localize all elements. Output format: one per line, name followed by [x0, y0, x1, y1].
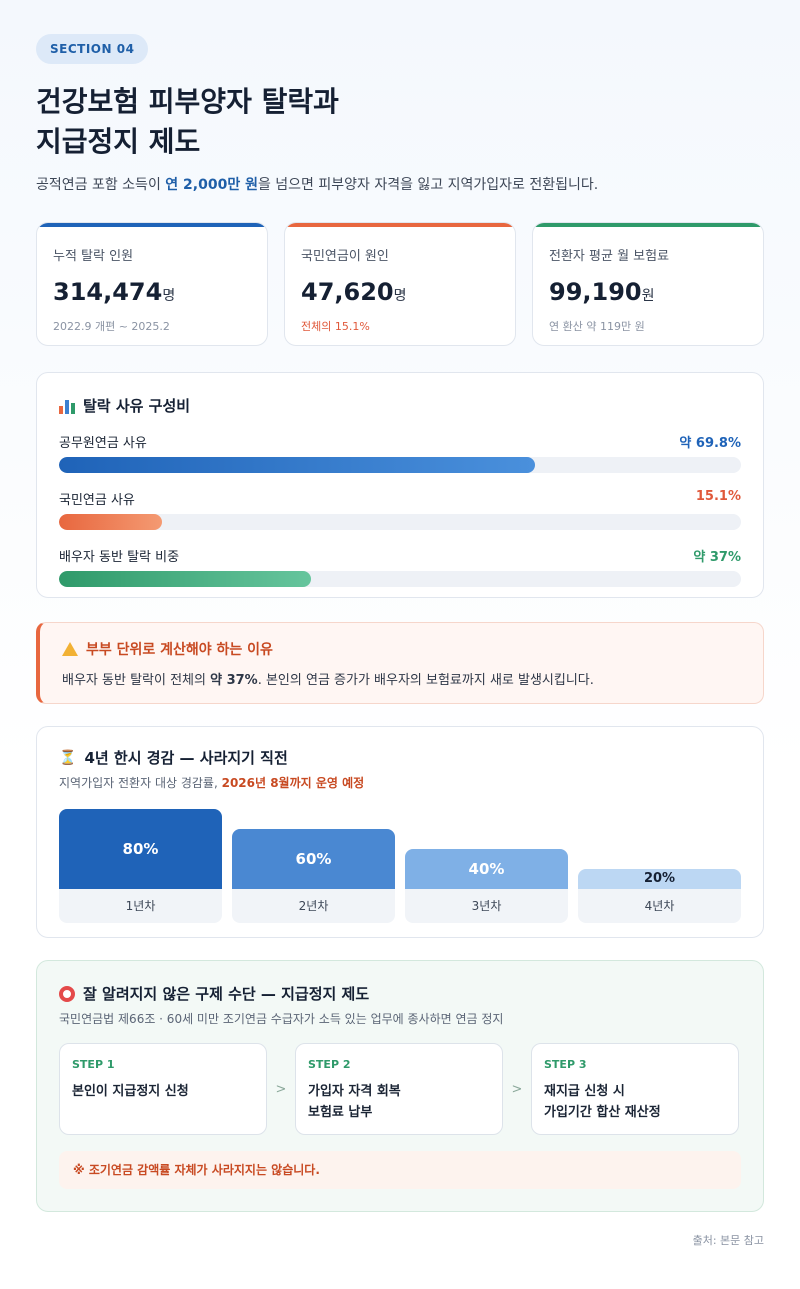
relief-subtitle: 국민연금법 제66조 · 60세 미만 조기연금 수급자가 소득 있는 업무에 …	[59, 1012, 504, 1026]
reason-track	[59, 514, 741, 530]
stat-number: 314,474	[53, 278, 163, 306]
chevron-right-icon: >	[275, 1081, 287, 1097]
source-note: 출처: 본문 참고	[692, 1234, 764, 1247]
stat-label: 누적 탈락 인원	[53, 249, 134, 264]
reason-label: 국민연금 사유	[59, 493, 135, 508]
stat-unit: 명	[162, 288, 176, 304]
discount-card: ⏳ 4년 한시 경감 — 사라지기 직전 지역가입자 전환자 대상 경감률, 2…	[36, 726, 764, 938]
warning-highlight: 약 37%	[210, 673, 258, 688]
stat-value: 314,474명	[53, 278, 251, 306]
bar-chart-icon	[59, 398, 75, 414]
page-title: 건강보험 피부양자 탈락과 지급정지 제도	[36, 82, 764, 162]
page: SECTION 04 건강보험 피부양자 탈락과 지급정지 제도 공적연금 포함…	[36, 34, 764, 1248]
subtitle-highlight: 연 2,000만 원	[165, 177, 258, 193]
reason-percent: 약 37%	[693, 550, 741, 565]
reason-row: 배우자 동반 탈락 비중 약 37%	[59, 546, 741, 587]
warning-box: 부부 단위로 계산해야 하는 이유 배우자 동반 탈락이 전체의 약 37%. …	[36, 622, 764, 704]
title-line-1: 건강보험 피부양자 탈락과	[36, 85, 339, 118]
step-card-3: STEP 3 재지급 신청 시 가입기간 합산 재산정	[531, 1043, 739, 1135]
reasons-card: 탈락 사유 구성비 공무원연금 사유 약 69.8% 국민연금 사유 15.1% 배…	[36, 372, 764, 598]
stat-unit: 원	[641, 288, 655, 304]
reason-percent: 약 69.8%	[679, 436, 741, 451]
reason-fill	[59, 571, 312, 587]
warning-text: 배우자 동반 탈락이 전체의 약 37%. 본인의 연금 증가가 배우자의 보험…	[62, 669, 741, 688]
section-badge: SECTION 04	[36, 34, 149, 64]
discount-bar: 80%	[59, 809, 222, 889]
lifebuoy-icon	[59, 985, 75, 1002]
subtitle-text: 공적연금 포함 소득이	[36, 177, 166, 193]
reason-bars: 공무원연금 사유 약 69.8% 국민연금 사유 15.1% 배우자 동반 탈락 비…	[59, 432, 741, 587]
reason-row: 공무원연금 사유 약 69.8%	[59, 432, 741, 473]
reason-fill	[59, 514, 162, 530]
step-card-2: STEP 2 가입자 자격 회복 보험료 납부	[295, 1043, 503, 1135]
stat-unit: 명	[393, 288, 407, 304]
stat-value: 99,190원	[549, 278, 747, 306]
relief-title: 잘 알려지지 않은 구제 수단 — 지급정지 제도	[59, 983, 741, 1004]
stat-number: 47,620	[301, 278, 394, 306]
step-text: 가입자 자격 회복 보험료 납부	[308, 1084, 401, 1120]
relief-note: ※ 조기연금 감액률 자체가 사라지지는 않습니다.	[59, 1151, 741, 1189]
relief-card: 잘 알려지지 않은 구제 수단 — 지급정지 제도 국민연금법 제66조 · 6…	[36, 960, 764, 1212]
discount-bar-column: 60% 2년차	[232, 829, 395, 923]
stat-card-premium: 전환자 평균 월 보험료 99,190원 연 환산 약 119만 원	[532, 222, 764, 346]
chevron-right-icon: >	[511, 1081, 523, 1097]
warning-text-start: 배우자 동반 탈락이 전체의	[62, 673, 211, 688]
discount-bar-column: 80% 1년차	[59, 809, 222, 923]
stat-note: 전체의 15.1%	[301, 320, 370, 333]
step-number: STEP 2	[308, 1058, 351, 1071]
reason-label: 배우자 동반 탈락 비중	[59, 550, 180, 565]
stat-number: 99,190	[549, 278, 642, 306]
step-number: STEP 3	[544, 1058, 587, 1071]
discount-bar-column: 40% 3년차	[405, 849, 568, 923]
page-subtitle: 공적연금 포함 소득이 연 2,000만 원을 넘으면 피부양자 자격을 잃고 …	[36, 174, 764, 194]
discount-subtitle: 지역가입자 전환자 대상 경감률, 2026년 8월까지 운영 예정	[59, 774, 741, 791]
stat-card-pension: 국민연금이 원인 47,620명 전체의 15.1%	[284, 222, 516, 346]
reason-percent: 15.1%	[695, 489, 741, 504]
step-card-1: STEP 1 본인이 지급정지 신청	[59, 1043, 267, 1135]
discount-title-text: 4년 한시 경감 — 사라지기 직전	[84, 749, 288, 767]
warning-title: 부부 단위로 계산해야 하는 이유	[62, 639, 741, 659]
stat-note: 연 환산 약 119만 원	[549, 320, 645, 333]
discount-bar: 60%	[232, 829, 395, 889]
discount-bar-label: 2년차	[232, 889, 395, 923]
reason-row: 국민연금 사유 15.1%	[59, 489, 741, 530]
discount-bar-label: 3년차	[405, 889, 568, 923]
step-text: 본인이 지급정지 신청	[72, 1084, 189, 1099]
relief-steps: STEP 1 본인이 지급정지 신청 > STEP 2 가입자 자격 회복 보험…	[59, 1043, 741, 1135]
stat-value: 47,620명	[301, 278, 499, 306]
step-number: STEP 1	[72, 1058, 115, 1071]
reason-fill	[59, 457, 536, 473]
discount-chart: 80% 1년차 60% 2년차 40% 3년차 20% 4년차	[59, 809, 741, 923]
stat-cards: 누적 탈락 인원 314,474명 2022.9 개편 ~ 2025.2 국민연…	[36, 222, 764, 346]
reasons-title-text: 탈락 사유 구성비	[83, 397, 191, 415]
stat-card-total: 누적 탈락 인원 314,474명 2022.9 개편 ~ 2025.2	[36, 222, 268, 346]
stat-label: 국민연금이 원인	[301, 249, 389, 264]
reason-track	[59, 571, 741, 587]
subtitle-text-end: 을 넘으면 피부양자 자격을 잃고 지역가입자로 전환됩니다.	[257, 177, 599, 193]
warning-text-end: . 본인의 연금 증가가 배우자의 보험료까지 새로 발생시킵니다.	[257, 673, 594, 688]
warning-icon	[62, 642, 78, 656]
discount-bar: 20%	[578, 869, 741, 889]
reasons-title: 탈락 사유 구성비	[59, 395, 741, 416]
reason-label: 공무원연금 사유	[59, 436, 147, 451]
reason-track	[59, 457, 741, 473]
title-line-2: 지급정지 제도	[36, 125, 201, 158]
stat-note: 2022.9 개편 ~ 2025.2	[53, 320, 170, 333]
discount-bar-column: 20% 4년차	[578, 869, 741, 923]
discount-bar: 40%	[405, 849, 568, 889]
stat-label: 전환자 평균 월 보험료	[549, 249, 670, 264]
discount-bar-label: 4년차	[578, 889, 741, 923]
relief-title-text: 잘 알려지지 않은 구제 수단 — 지급정지 제도	[83, 985, 370, 1003]
step-text: 재지급 신청 시 가입기간 합산 재산정	[544, 1084, 661, 1120]
discount-sub-text: 지역가입자 전환자 대상 경감률,	[59, 776, 222, 790]
hourglass-icon: ⏳	[59, 749, 77, 766]
discount-bar-label: 1년차	[59, 889, 222, 923]
warning-title-text: 부부 단위로 계산해야 하는 이유	[86, 642, 273, 658]
discount-title: ⏳ 4년 한시 경감 — 사라지기 직전	[59, 747, 741, 768]
discount-sub-highlight: 2026년 8월까지 운영 예정	[221, 776, 365, 790]
